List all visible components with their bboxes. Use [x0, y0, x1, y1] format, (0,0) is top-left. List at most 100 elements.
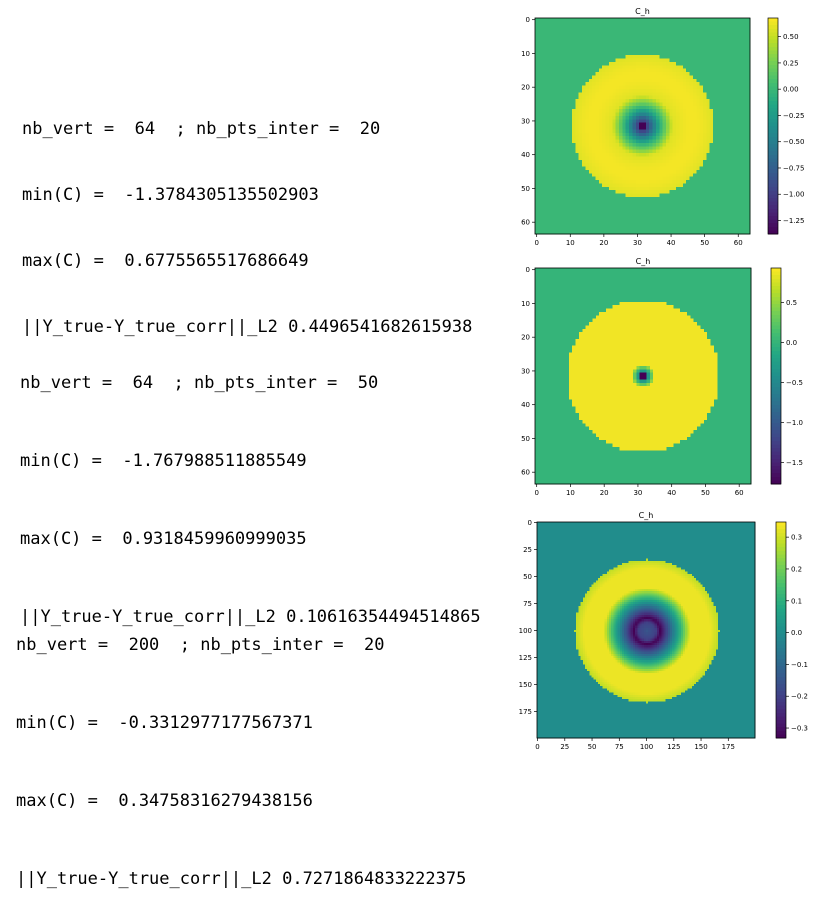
- heatmap-cell: [703, 140, 707, 144]
- heatmap-cell: [582, 42, 586, 46]
- heatmap-cell: [606, 160, 610, 164]
- heatmap-cell: [733, 119, 737, 123]
- heatmap-cell: [686, 25, 690, 29]
- heatmap-cell: [555, 210, 559, 214]
- heatmap-cell: [555, 92, 559, 96]
- heatmap-cell: [713, 173, 717, 177]
- heatmap-cell: [582, 160, 586, 164]
- heatmap-cell: [720, 32, 724, 36]
- heatmap-cell: [545, 204, 549, 208]
- heatmap-cell: [686, 204, 690, 208]
- heatmap-cell: [720, 116, 724, 120]
- heatmap-cell: [703, 221, 707, 225]
- heatmap-cell: [673, 153, 677, 157]
- heatmap-cell: [629, 160, 633, 164]
- heatmap-cell: [683, 123, 687, 127]
- heatmap-cell: [660, 271, 664, 275]
- heatmap-cell: [690, 146, 694, 150]
- heatmap-cell: [646, 278, 650, 282]
- heatmap-cell: [552, 133, 556, 137]
- heatmap-cell: [623, 271, 627, 275]
- heatmap-cell: [633, 292, 637, 296]
- heatmap-cell: [592, 140, 596, 144]
- heatmap-cell: [683, 79, 687, 83]
- heatmap-cell: [622, 65, 626, 69]
- heatmap-cell: [548, 187, 552, 191]
- heatmap-cell: [650, 302, 654, 306]
- heatmap-cell: [612, 207, 616, 211]
- heatmap-cell: [542, 35, 546, 39]
- heatmap-cell: [623, 268, 627, 272]
- heatmap-cell: [602, 136, 606, 140]
- heatmap-cell: [626, 72, 630, 76]
- heatmap-cell: [585, 204, 589, 208]
- heatmap-cell: [542, 146, 546, 150]
- heatmap-cell: [562, 102, 566, 106]
- heatmap-cell: [612, 140, 616, 144]
- heatmap-cell: [609, 292, 613, 296]
- heatmap-cell: [632, 45, 636, 49]
- heatmap-cell: [585, 217, 589, 221]
- heatmap-cell: [603, 285, 607, 289]
- heatmap-cell: [636, 150, 640, 154]
- heatmap-cell: [585, 32, 589, 36]
- heatmap-cell: [632, 177, 636, 181]
- heatmap-cell: [740, 45, 744, 49]
- heatmap-cell: [629, 156, 633, 160]
- heatmap-cell: [575, 18, 579, 22]
- heatmap-cell: [585, 116, 589, 120]
- heatmap-cell: [693, 28, 697, 32]
- heatmap-cell: [683, 136, 687, 140]
- heatmap-cell: [609, 28, 613, 32]
- heatmap-cell: [730, 207, 734, 211]
- heatmap-cell: [683, 32, 687, 36]
- heatmap-cell: [636, 221, 640, 225]
- heatmap-cell: [592, 79, 596, 83]
- heatmap-cell: [630, 271, 634, 275]
- heatmap-cell: [579, 75, 583, 79]
- heatmap-cell: [690, 197, 694, 201]
- heatmap-cell: [711, 278, 715, 282]
- heatmap-cell: [646, 268, 650, 272]
- heatmap-cell: [700, 42, 704, 46]
- heatmap-cell: [737, 133, 741, 137]
- heatmap-cell: [714, 298, 718, 302]
- heatmap-cell: [585, 163, 589, 167]
- heatmap-cell: [656, 109, 660, 113]
- heatmap-cell: [582, 197, 586, 201]
- heatmap-cell: [569, 45, 573, 49]
- heatmap-cell: [683, 75, 687, 79]
- heatmap-cell: [599, 113, 603, 117]
- heatmap-cell: [636, 32, 640, 36]
- heatmap-cell: [673, 106, 677, 110]
- heatmap-cell: [552, 92, 556, 96]
- heatmap-cell: [572, 72, 576, 76]
- heatmap-cell: [740, 113, 744, 117]
- heatmap-cell: [626, 210, 630, 214]
- heatmap-cell: [697, 282, 701, 286]
- heatmap-cell: [622, 146, 626, 150]
- heatmap-cell: [545, 285, 549, 289]
- heatmap-cell: [632, 143, 636, 147]
- heatmap-cell: [663, 180, 667, 184]
- heatmap-cell: [656, 69, 660, 73]
- heatmap-cell: [616, 271, 620, 275]
- heatmap-cell: [713, 42, 717, 46]
- heatmap-cell: [559, 133, 563, 137]
- heatmap-cell: [646, 106, 650, 110]
- heatmap-cell: [679, 32, 683, 36]
- heatmap-cell: [740, 197, 744, 201]
- heatmap-cell: [684, 295, 688, 299]
- heatmap-cell: [622, 18, 626, 22]
- heatmap-cell: [562, 140, 566, 144]
- heatmap-cell: [636, 160, 640, 164]
- heatmap-cell: [663, 214, 667, 218]
- heatmap-cell: [582, 79, 586, 83]
- heatmap-cell: [535, 59, 539, 63]
- heatmap-cell: [706, 89, 710, 93]
- heatmap-cell: [632, 65, 636, 69]
- heatmap-cell: [636, 180, 640, 184]
- heatmap-cell: [572, 28, 576, 32]
- heatmap-cell: [669, 116, 673, 120]
- heatmap-cell: [743, 217, 747, 221]
